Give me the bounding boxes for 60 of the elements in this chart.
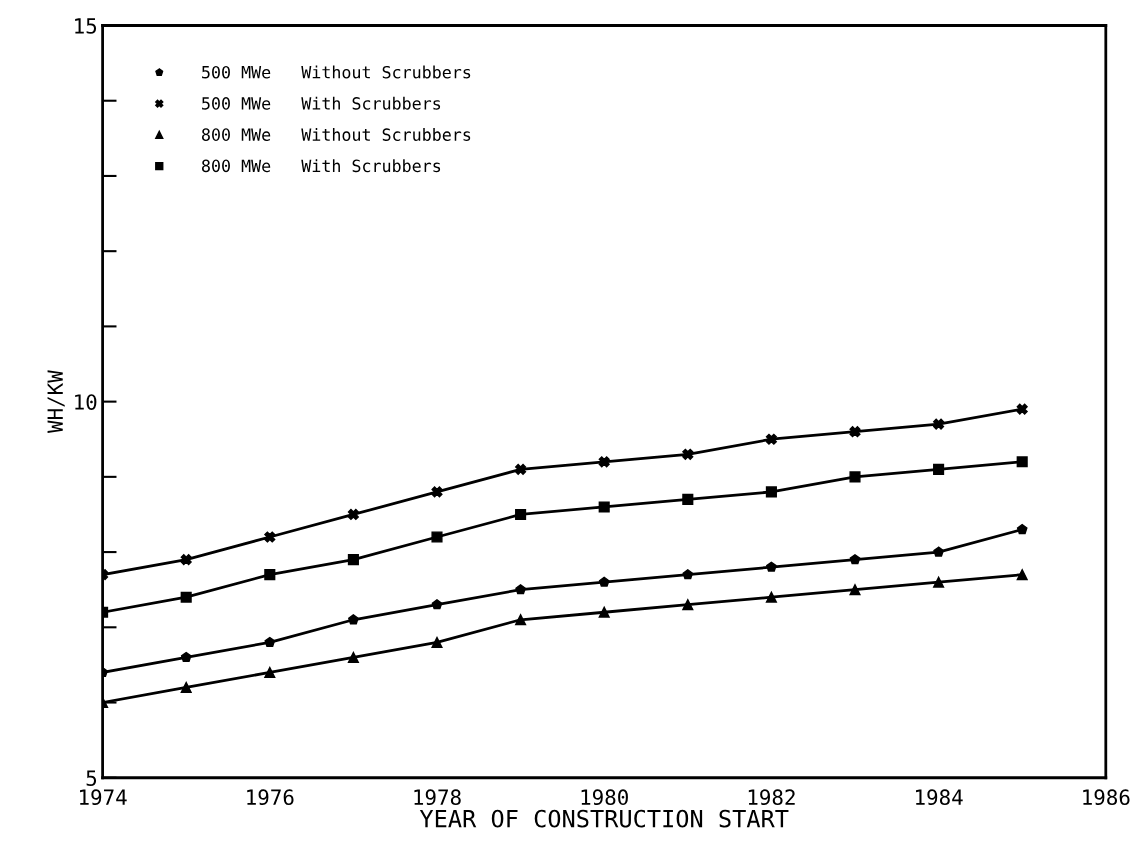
point <box>765 486 777 498</box>
point <box>849 584 861 596</box>
x-tick-label: 1980 <box>581 789 628 806</box>
point <box>598 456 610 468</box>
point <box>765 591 777 603</box>
point <box>1016 403 1028 415</box>
point <box>1016 523 1028 535</box>
point <box>682 448 694 460</box>
point <box>933 418 945 430</box>
y-tick-label: 5 <box>86 770 97 787</box>
point <box>431 599 443 610</box>
point <box>180 651 192 663</box>
x-tick-label: 1974 <box>80 789 127 806</box>
legend-label: 800 MWe With Scrubbers <box>202 159 441 173</box>
point <box>264 569 276 581</box>
point <box>598 576 610 587</box>
legend-label: 800 MWe Without Scrubbers <box>202 128 471 141</box>
point <box>598 501 610 513</box>
point <box>264 636 276 647</box>
point <box>515 463 527 475</box>
point <box>348 614 359 625</box>
point <box>264 531 276 543</box>
point <box>347 508 359 521</box>
x-tick-label: 1984 <box>916 789 963 806</box>
point <box>180 681 192 694</box>
point <box>765 433 777 445</box>
point <box>933 463 945 475</box>
point <box>682 599 694 611</box>
x-tick-label: 1978 <box>414 789 461 806</box>
y-tick-label: 15 <box>75 18 97 34</box>
point <box>347 651 359 663</box>
x-tick-label: 1986 <box>1083 789 1130 806</box>
point <box>180 591 192 603</box>
legend-label: 500 MWe Without Scrubbers <box>202 65 471 79</box>
point <box>347 554 359 566</box>
point <box>1016 456 1028 468</box>
point <box>180 554 192 566</box>
y-tick-label: 10 <box>75 394 97 410</box>
point <box>933 576 945 588</box>
x-tick-label: 1976 <box>247 789 294 806</box>
point <box>515 508 527 521</box>
point <box>849 471 861 483</box>
y-axis-title: WH/KW <box>47 370 65 433</box>
point <box>1016 569 1028 581</box>
point <box>264 666 276 678</box>
point <box>431 486 443 498</box>
point <box>515 614 527 626</box>
point <box>849 554 861 565</box>
x-tick-label: 1982 <box>748 789 795 806</box>
point <box>933 546 944 557</box>
legend-label: 500 MWe With Scrubbers <box>202 96 441 110</box>
point <box>682 569 694 580</box>
point <box>598 606 610 618</box>
point <box>431 531 443 543</box>
point <box>682 493 694 505</box>
point <box>515 584 526 595</box>
point <box>431 636 443 648</box>
x-axis-title: YEAR OF CONSTRUCTION START <box>419 809 789 828</box>
point <box>849 426 861 438</box>
point <box>766 561 777 572</box>
